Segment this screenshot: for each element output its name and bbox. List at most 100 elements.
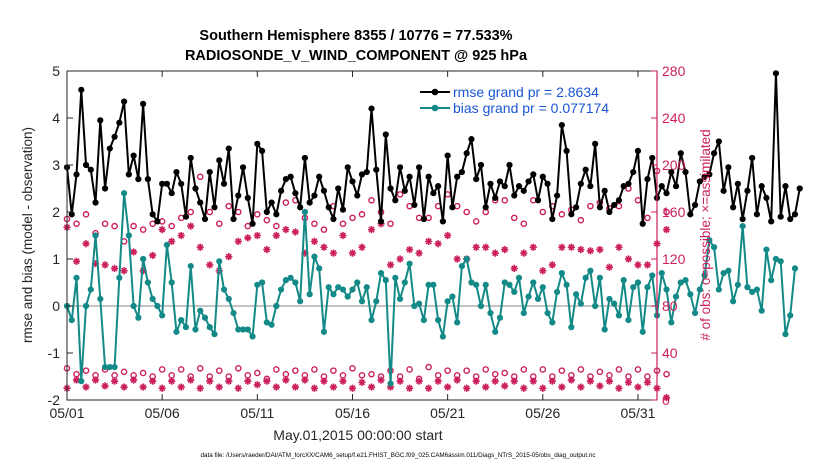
rmse-point — [78, 86, 85, 93]
rmse-point — [111, 133, 118, 140]
rmse-point — [68, 211, 75, 218]
rmse-point — [82, 161, 90, 169]
rmse-point — [130, 152, 137, 159]
rmse-point — [782, 183, 789, 190]
bias-point — [611, 300, 618, 307]
rmse-point — [168, 190, 175, 197]
bias-point — [577, 300, 584, 307]
rmse-point — [382, 131, 389, 138]
obs-assimilated-marker — [634, 261, 642, 269]
obs-assimilated-marker — [662, 226, 671, 234]
obs-assimilated-marker — [91, 376, 100, 384]
obs-assimilated-marker — [463, 384, 471, 392]
rmse-point — [506, 161, 513, 169]
obs-possible-marker — [396, 191, 404, 198]
bias-point — [458, 262, 466, 270]
bias-point — [496, 314, 504, 321]
obs-assimilated-marker — [596, 382, 604, 390]
obs-assimilated-marker — [501, 382, 509, 390]
obs-assimilated-marker — [367, 226, 376, 234]
rmse-point — [316, 173, 323, 180]
bias-point — [125, 232, 132, 239]
obs-assimilated-marker — [149, 377, 157, 385]
rmse-point — [625, 180, 632, 187]
rmse-point — [73, 171, 80, 178]
obs-assimilated-marker — [158, 226, 166, 234]
bias-point — [144, 279, 151, 286]
bias-point — [682, 277, 689, 284]
rmse-point — [282, 176, 289, 183]
rmse-point — [349, 178, 356, 185]
obs-possible-marker — [330, 367, 337, 374]
bias-point — [406, 260, 413, 267]
obs-possible-marker — [254, 211, 261, 218]
obs-assimilated-marker — [596, 246, 604, 254]
left-tick-label: -2 — [48, 392, 61, 408]
obs-possible-marker — [273, 222, 280, 230]
obs-assimilated-marker — [396, 255, 404, 263]
rmse-point — [539, 173, 546, 180]
rmse-point — [592, 140, 599, 147]
rmse-point — [411, 201, 418, 209]
bias-point — [363, 284, 370, 291]
rmse-point — [354, 192, 361, 199]
legend-marker-rmse — [431, 88, 439, 96]
obs-assimilated-marker — [529, 377, 537, 385]
obs-possible-marker — [663, 208, 670, 216]
rmse-point — [463, 150, 470, 157]
obs-assimilated-marker — [520, 249, 528, 257]
bias-point — [306, 291, 313, 298]
bias-point — [373, 298, 380, 305]
right-tick-label: 240 — [662, 110, 686, 126]
bias-point — [349, 286, 356, 293]
bias-point — [477, 302, 485, 310]
rmse-point — [306, 199, 313, 206]
rmse-point — [511, 192, 518, 199]
obs-assimilated-marker — [558, 383, 566, 391]
bias-point — [573, 291, 580, 298]
bias-point — [330, 291, 337, 298]
data-file-footer: data file: /Users/raeder/DAI/ATM_forcXX/… — [200, 452, 595, 459]
bias-point — [568, 324, 575, 331]
rmse-point — [377, 218, 385, 225]
obs-assimilated-marker — [310, 384, 319, 392]
rmse-point — [273, 211, 280, 218]
obs-assimilated-marker — [120, 267, 128, 275]
rmse-point — [235, 192, 242, 199]
rmse-point — [477, 161, 485, 169]
obs-assimilated-marker — [253, 231, 261, 240]
bias-point — [297, 298, 304, 305]
right-tick-label: 280 — [662, 63, 686, 79]
obs-possible-marker — [558, 211, 566, 218]
x-tick-label: 05/21 — [430, 405, 465, 421]
obs-assimilated-marker — [91, 260, 100, 268]
bias-point — [625, 317, 632, 324]
rmse-point — [435, 183, 442, 190]
bias-point — [235, 326, 242, 333]
bias-point — [749, 288, 756, 295]
rmse-point — [744, 187, 751, 194]
obs-possible-marker — [311, 220, 318, 228]
bias-point — [292, 279, 299, 286]
rmse-point — [468, 136, 475, 143]
obs-assimilated-marker — [662, 394, 671, 402]
bias-point — [120, 190, 128, 197]
bias-point — [344, 293, 351, 300]
obs-assimilated-marker — [605, 377, 614, 385]
bias-point — [468, 279, 475, 286]
obs-assimilated-marker — [253, 381, 261, 389]
rmse-point — [601, 187, 608, 194]
obs-assimilated-marker — [101, 382, 109, 390]
obs-possible-marker — [463, 208, 470, 216]
bias-point — [530, 279, 537, 286]
bias-point — [140, 255, 147, 263]
bias-point — [387, 380, 394, 387]
bias-point — [677, 279, 684, 286]
x-axis-label: May.01,2015 00:00:00 start — [273, 427, 443, 443]
obs-assimilated-marker — [425, 237, 433, 245]
bias-point — [106, 364, 113, 371]
obs-possible-marker — [368, 370, 375, 378]
rmse-point — [644, 176, 651, 183]
rmse-point — [420, 215, 427, 223]
